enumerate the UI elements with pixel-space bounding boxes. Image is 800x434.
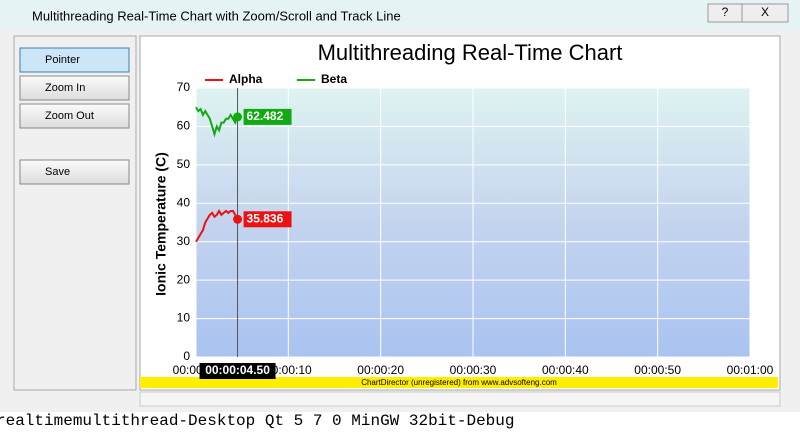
track-x-label: 00:00:04.50 xyxy=(205,363,270,377)
footer-bar xyxy=(140,377,778,388)
series-line xyxy=(195,209,239,243)
track-value-label: 62.482 xyxy=(247,109,284,123)
y-tick-label: 10 xyxy=(177,311,191,325)
window-title: Multithreading Real-Time Chart with Zoom… xyxy=(32,8,401,23)
y-axis-title: Ionic Temperature (C) xyxy=(153,152,169,296)
button-label[interactable]: Zoom Out xyxy=(45,110,94,122)
button-label[interactable]: Zoom In xyxy=(45,82,85,94)
close-button[interactable] xyxy=(741,3,789,23)
close-label[interactable]: X xyxy=(761,5,769,19)
pointer-button[interactable] xyxy=(19,47,130,73)
y-tick-label: 60 xyxy=(177,119,191,133)
zoom-out-button[interactable] xyxy=(19,103,130,129)
legend-label: Alpha xyxy=(229,72,263,86)
y-tick-label: 70 xyxy=(177,80,191,94)
track-value-label: 35.836 xyxy=(247,211,284,225)
button-label[interactable]: Pointer xyxy=(45,54,80,66)
track-label-bg xyxy=(243,211,292,228)
track-point xyxy=(233,214,243,224)
help-label[interactable]: ? xyxy=(722,5,729,19)
legend-label: Beta xyxy=(321,72,347,86)
y-tick-label: 20 xyxy=(177,272,191,286)
track-point xyxy=(233,112,243,122)
button-label[interactable]: Save xyxy=(45,166,70,178)
footer-text: ChartDirector (unregistered) from www.ad… xyxy=(361,378,557,387)
y-tick-label: 40 xyxy=(177,195,191,209)
series-line xyxy=(195,106,239,138)
x-tick-label: 00:00:30 xyxy=(450,363,497,377)
y-tick-label: 0 xyxy=(183,349,190,363)
title-bar xyxy=(0,0,800,30)
x-tick-label: 00:00:50 xyxy=(634,363,681,377)
y-tick-label: 30 xyxy=(177,234,191,248)
x-tick-label: 00:01:00 xyxy=(727,363,774,377)
scrollbar[interactable] xyxy=(139,391,781,407)
background-text: realtimemultithread-Desktop Qt 5 7 0 Min… xyxy=(0,412,514,429)
zoom-in-button[interactable] xyxy=(19,75,130,101)
bg-console xyxy=(0,412,800,429)
track-label-bg xyxy=(243,108,292,125)
x-tick-label: 00:00:10 xyxy=(265,363,312,377)
chart-title: Multithreading Real-Time Chart xyxy=(318,40,623,65)
y-tick-label: 50 xyxy=(177,157,191,171)
save-button[interactable] xyxy=(19,159,130,185)
track-x-label-bg xyxy=(199,363,276,379)
x-tick-label: 00:00:20 xyxy=(357,363,404,377)
x-tick-label: 00:00:40 xyxy=(542,363,589,377)
